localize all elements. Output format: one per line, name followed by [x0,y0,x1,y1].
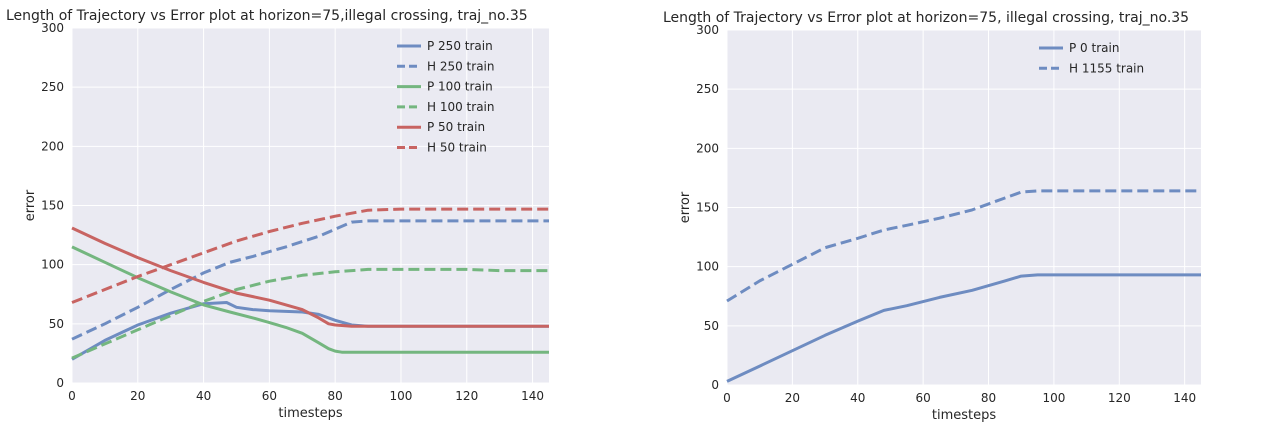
x-tick-label: 0 [68,389,76,403]
x-tick-label: 100 [1042,391,1065,405]
y-tick-label: 0 [711,378,719,392]
y-tick-label: 300 [41,21,64,35]
series-line-h-50-train [71,207,549,304]
series-line-p-0-train [726,273,1201,383]
x-tick-label: 40 [850,391,865,405]
x-tick-label: 20 [785,391,800,405]
x-tick-label: 80 [981,391,996,405]
chart-title: Length of Trajectory vs Error plot at ho… [6,8,528,24]
y-tick-label: 50 [49,317,64,331]
x-tick-label: 60 [262,389,277,403]
x-tick-label: 100 [390,389,413,403]
x-tick-label: 140 [521,389,544,403]
y-tick-label: 150 [41,199,64,213]
series-line-h-250-train [71,219,549,341]
legend-label: H 100 train [427,100,495,114]
legend-label: P 250 train [427,39,493,53]
legend-label: P 0 train [1069,41,1119,55]
x-tick-label: 20 [130,389,145,403]
x-tick-label: 120 [455,389,478,403]
x-tick-label: 60 [915,391,930,405]
legend-label: H 1155 train [1069,61,1144,75]
y-tick-label: 0 [56,376,64,390]
chart-panel-1: 0 20 40 60 80 100 120 140 0 50 100 150 200 250 300 time… [6,8,549,421]
y-tick-label: 50 [704,319,719,333]
chart-title: Length of Trajectory vs Error plot at ho… [663,10,1189,26]
y-tick-label: 100 [696,260,719,274]
y-tick-label: 250 [696,82,719,96]
y-tick-label: 250 [41,80,64,94]
x-axis-label: timesteps [932,408,996,423]
y-axis-label: error [23,189,38,221]
x-tick-label: 0 [723,391,731,405]
y-axis-label: error [678,191,693,223]
x-tick-label: 140 [1173,391,1196,405]
x-tick-label: 120 [1108,391,1131,405]
y-tick-label: 200 [41,139,64,153]
x-tick-label: 80 [328,389,343,403]
y-tick-label: 200 [696,141,719,155]
chart-panel-2: 0 20 40 60 80 100 120 140 0 50 100 150 200 250 300 time… [663,10,1201,423]
series-line-p-100-train [71,245,549,354]
legend-label: H 50 train [427,141,487,155]
series-line-h-1155-train [726,189,1201,303]
legend-label: P 50 train [427,120,485,134]
series-line-p-50-train [71,226,549,328]
y-tick-label: 150 [696,201,719,215]
x-tick-label: 40 [196,389,211,403]
y-tick-label: 100 [41,258,64,272]
legend-label: H 250 train [427,59,495,73]
y-tick-label: 300 [696,23,719,37]
series-line-h-100-train [71,267,549,360]
x-axis-label: timesteps [278,406,342,421]
legend-label: P 100 train [427,80,493,94]
